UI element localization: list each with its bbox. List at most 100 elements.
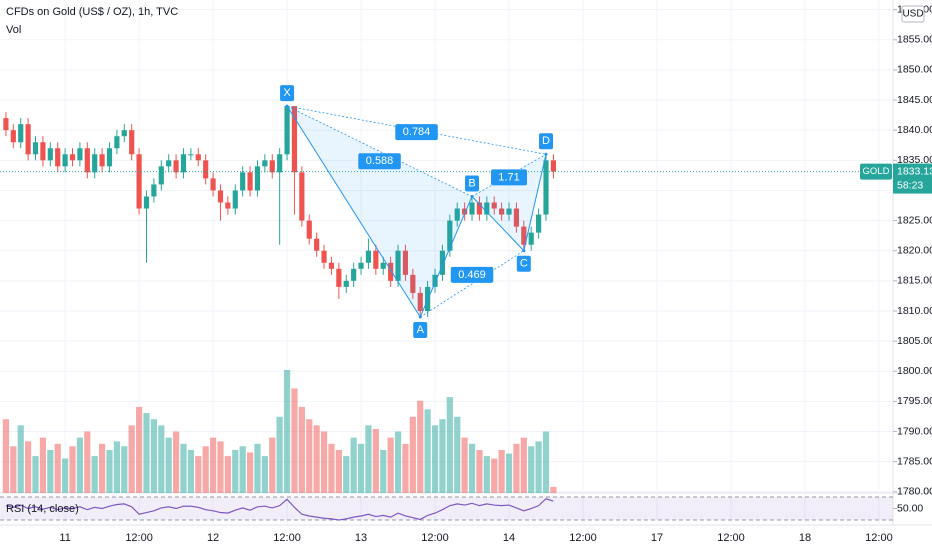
volume-bar [25, 441, 32, 493]
candle-body [454, 208, 460, 221]
volume-bar [84, 431, 91, 493]
volume-bar [165, 437, 172, 493]
y-tick-label: 1825.00 [897, 214, 932, 226]
candle-body [439, 250, 446, 275]
candle-body [291, 106, 298, 173]
ratio-label: 1.71 [498, 171, 519, 183]
candle-body [402, 250, 409, 275]
ratio-box [358, 153, 401, 170]
volume-bar [69, 446, 76, 493]
pattern-label: B [468, 177, 475, 189]
volume-bar [417, 400, 424, 493]
y-tick-label: 1780.00 [897, 486, 932, 498]
volume-bar [239, 446, 246, 493]
candle-body [10, 130, 16, 143]
volume-bar [394, 431, 402, 493]
currency[interactable]: USD [902, 9, 923, 20]
candle-body [499, 208, 505, 215]
volume-bar [446, 397, 453, 493]
candle-body [106, 148, 113, 167]
candle-body [395, 250, 401, 281]
rsi-band [0, 497, 893, 521]
volume-bar [217, 441, 224, 493]
candle-body [136, 154, 142, 209]
candle-body [328, 262, 335, 269]
candle-body [543, 160, 549, 215]
x-tick-label: 12:00 [125, 532, 153, 544]
rsi-tick-label: 50.00 [897, 502, 923, 514]
volume-bar [39, 437, 47, 493]
volume-bar [254, 443, 261, 493]
ratio-label: 0.588 [366, 155, 394, 167]
candle-body [195, 154, 201, 161]
volume-bar [483, 456, 490, 493]
candle-body [143, 196, 150, 209]
price-tag [893, 163, 932, 194]
currency-box[interactable] [901, 5, 925, 23]
candle-body [55, 148, 61, 167]
pattern-label-box [465, 175, 480, 192]
volume-bar [98, 443, 106, 493]
volume-bar [505, 453, 513, 493]
y-tick-label: 1785.00 [897, 455, 932, 467]
pattern-ratio-line [420, 250, 525, 318]
candle-body [240, 172, 246, 191]
candle-body [373, 250, 379, 269]
volume-bar [357, 443, 365, 493]
pattern-label-box [539, 133, 554, 150]
volume-bar [202, 446, 209, 493]
candle-body [365, 250, 372, 263]
candle-body [32, 142, 39, 155]
volume-bar [128, 425, 135, 493]
candle-body [299, 172, 305, 221]
y-tick-label: 1845.00 [897, 94, 932, 106]
candle-body [129, 130, 135, 155]
candle-body [151, 184, 157, 197]
volume-bar [550, 486, 557, 493]
x-tick-label: 12:00 [569, 532, 597, 544]
pattern-point [418, 315, 422, 319]
candle-body [92, 154, 98, 173]
volume-bar [150, 419, 157, 493]
overlay: 1780.00 1785.00 1790.00 1795.00 1800.00 1805.… [0, 3, 932, 544]
candle-body [513, 208, 520, 227]
volume-bar [335, 449, 342, 493]
candle-body [99, 154, 105, 167]
volume-bar [143, 413, 150, 493]
y-tick-label: 1850.00 [897, 64, 932, 76]
volume-bar [513, 443, 520, 493]
pattern-point [522, 249, 526, 253]
candle-body [84, 148, 90, 173]
volume-bar [313, 425, 320, 493]
candle-body [114, 136, 120, 149]
candle-body [158, 166, 164, 185]
volume-bar [431, 425, 439, 493]
candle-body [417, 292, 423, 311]
volume-bar [439, 419, 446, 493]
volume-bar [320, 431, 328, 493]
y-tick-label: 1835.00 [897, 154, 932, 166]
x-tick-label: 13 [355, 532, 367, 544]
candle-body [447, 220, 453, 251]
pattern-fill [472, 154, 547, 251]
pattern-point [285, 104, 289, 108]
pattern-label-box [280, 85, 295, 102]
candle-body [358, 262, 364, 269]
volume-bar [32, 456, 39, 493]
pattern-label-box [516, 255, 531, 272]
symbol-label: GOLD [863, 166, 890, 177]
candle-body [388, 262, 394, 281]
volume-bar [372, 429, 379, 493]
candle-body [217, 190, 224, 203]
y-tick-label: 1790.00 [897, 425, 932, 437]
rsi-line [5, 498, 554, 521]
volume-bar [261, 456, 268, 493]
candle-body [69, 154, 76, 161]
candle-body [284, 106, 290, 155]
candle-body [476, 202, 483, 215]
volume-bar [298, 406, 305, 493]
pattern-label: C [520, 258, 528, 270]
candle-body [432, 274, 438, 287]
volume-bar [468, 443, 476, 493]
